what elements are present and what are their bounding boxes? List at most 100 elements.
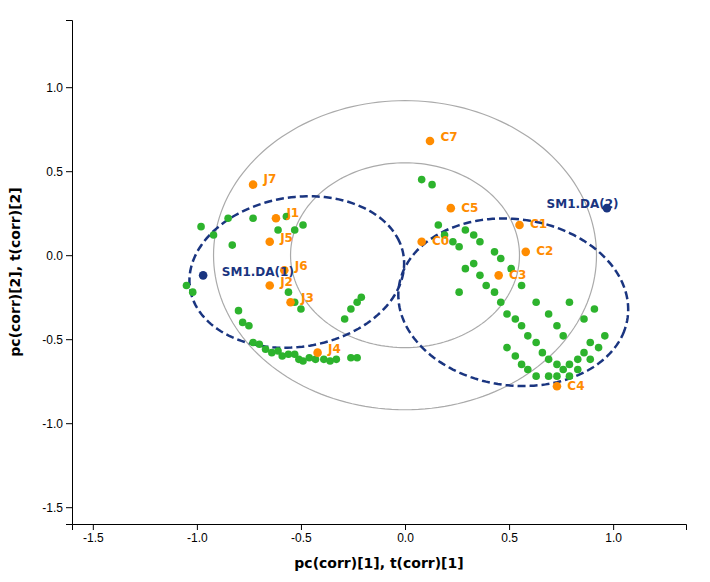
point xyxy=(539,349,547,357)
tick: 0.5 xyxy=(501,524,518,545)
tick-label: -1.0 xyxy=(42,417,63,431)
point xyxy=(521,248,530,257)
tick-label: 0.0 xyxy=(46,249,63,263)
point xyxy=(574,366,582,374)
point xyxy=(449,238,457,246)
point xyxy=(559,366,567,374)
group-ellipse xyxy=(189,196,404,347)
point xyxy=(265,281,274,290)
tick: 0.0 xyxy=(46,249,72,263)
tick-label: 0.5 xyxy=(501,531,518,545)
point xyxy=(447,204,456,213)
point-label: C7 xyxy=(440,130,457,144)
point-label: J6 xyxy=(294,259,308,273)
chart: -1.5-1.0-0.50.00.51.0-1.5-1.0-0.50.00.51… xyxy=(0,0,710,582)
tick: -1.5 xyxy=(83,524,104,545)
point xyxy=(470,260,478,268)
tick: -1.0 xyxy=(42,417,72,431)
tick-mark xyxy=(301,524,302,530)
point xyxy=(313,348,322,357)
point xyxy=(494,271,503,280)
point-label: C2 xyxy=(536,244,553,258)
tick-mark xyxy=(66,255,72,256)
series xyxy=(199,204,611,280)
tick-mark xyxy=(66,87,72,88)
tick: -0.5 xyxy=(291,524,312,545)
point xyxy=(341,315,349,323)
point xyxy=(462,265,470,273)
tick-label: -1.5 xyxy=(83,531,104,545)
point xyxy=(189,288,197,296)
point xyxy=(559,332,567,340)
point xyxy=(545,372,553,380)
point xyxy=(482,282,490,290)
point xyxy=(545,310,553,318)
point xyxy=(333,356,341,364)
point-label: C0 xyxy=(432,234,449,248)
point xyxy=(462,226,470,234)
tick: -1.5 xyxy=(42,501,72,515)
point xyxy=(358,293,366,301)
point xyxy=(353,354,361,362)
point xyxy=(586,356,594,364)
point xyxy=(591,305,599,313)
y-axis-title: pc(corr)[2], t(corr)[2] xyxy=(7,187,23,356)
point xyxy=(532,298,540,306)
point xyxy=(249,214,257,222)
point xyxy=(491,288,499,296)
point xyxy=(566,361,574,369)
circle xyxy=(214,101,597,410)
point xyxy=(512,315,520,323)
tick-mark xyxy=(66,423,72,424)
tick-label: 1.0 xyxy=(46,81,63,95)
point xyxy=(497,298,505,306)
point xyxy=(491,248,499,256)
point xyxy=(497,255,505,263)
point xyxy=(553,322,561,330)
point xyxy=(580,349,588,357)
point xyxy=(476,272,484,280)
point xyxy=(455,288,463,296)
circle xyxy=(291,163,520,348)
tick-mark xyxy=(66,171,72,172)
point xyxy=(515,221,524,230)
point xyxy=(183,282,191,290)
tick-label: -1.0 xyxy=(187,531,208,545)
point xyxy=(265,237,274,246)
group-ellipse xyxy=(398,218,628,386)
point-label: C3 xyxy=(509,268,526,282)
point xyxy=(518,361,526,369)
tick-label: -1.5 xyxy=(42,501,63,515)
tick: -0.5 xyxy=(42,333,72,347)
tick: 0.0 xyxy=(397,524,414,545)
point xyxy=(476,238,484,246)
point xyxy=(545,356,553,364)
point xyxy=(286,298,295,307)
point xyxy=(566,298,574,306)
point xyxy=(601,332,609,340)
point-label: J1 xyxy=(285,206,299,220)
series xyxy=(417,137,561,391)
point xyxy=(245,322,253,330)
point xyxy=(518,322,526,330)
point xyxy=(347,305,355,313)
point xyxy=(503,310,511,318)
axis-line xyxy=(66,21,73,525)
point xyxy=(224,214,232,222)
point xyxy=(435,221,443,229)
plot-area xyxy=(183,101,629,410)
point xyxy=(503,344,511,352)
point xyxy=(426,137,435,146)
tick-label: -0.5 xyxy=(291,531,312,545)
point xyxy=(249,180,258,189)
point xyxy=(524,366,532,374)
tick-mark xyxy=(66,507,72,508)
point-label: C4 xyxy=(567,379,584,393)
tick-mark xyxy=(405,524,406,530)
point xyxy=(197,223,205,231)
tick: -1.0 xyxy=(187,524,208,545)
point xyxy=(455,243,463,251)
point xyxy=(299,221,307,229)
tick-mark xyxy=(197,524,198,530)
point xyxy=(574,356,582,364)
